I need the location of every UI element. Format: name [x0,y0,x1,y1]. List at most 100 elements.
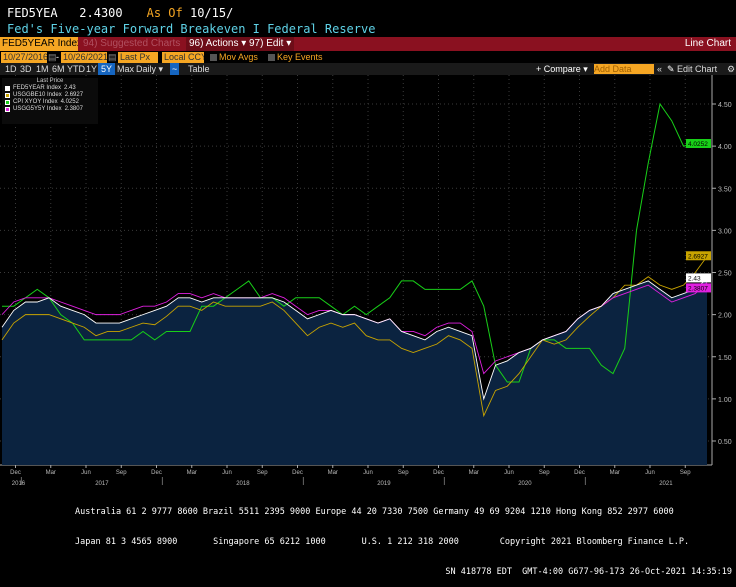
line-chart: 0.50 1.00 1.50 2.00 2.50 3.00 3.50 4.00 4.50 Dec M… [0,75,732,485]
x-tick-label: Jun [222,470,232,476]
legend-title: Last Price [36,78,64,84]
value-tag-label: 2.43 [688,275,701,282]
x-tick-label: Jun [363,470,373,476]
ticker: FED5YEA [7,6,58,20]
x-tick-label: Mar [187,470,197,476]
x-tick-label: Mar [328,470,338,476]
value-tag-label: 2.3807 [688,285,708,292]
controls-row: 10/27/2016 ▤ - 10/26/2021 ▤ Last Px Loca… [1,52,323,63]
x-tick-label: Dec [292,470,303,476]
legend-item: USGG5Y5Y Index 2.3807 [2,106,98,113]
period-1d[interactable]: 1D [5,64,17,74]
x-tick-label: Mar [610,470,620,476]
legend-swatch [5,93,10,98]
y-tick-label: 1.00 [718,397,732,404]
series-line-cpi [2,102,696,383]
legend-swatch [5,107,10,112]
period-5y[interactable]: 5Y [98,63,116,75]
collapse-icon[interactable]: « [657,64,663,74]
x-tick-label: Dec [574,470,585,476]
y-tick-label: 4.50 [718,102,732,109]
value-tag [686,139,711,149]
legend: Last Price FED5YEAR Index 2.43 USGGBE10 In… [2,78,98,124]
frequency-select[interactable]: Daily ▾ [136,64,164,74]
gear-icon[interactable]: ⚙ [727,64,736,74]
x-tick-label: Sep [398,470,409,476]
x-tick-label: Sep [539,470,550,476]
y-tick-label: 2.00 [718,313,732,320]
end-date-input[interactable]: 10/26/2021 [61,52,107,63]
edit-chart-button[interactable]: ✎ Edit Chart [667,64,718,74]
legend-value: 2.43 [64,85,76,91]
mov-avgs-checkbox[interactable] [210,54,217,61]
period-ytd[interactable]: YTD [67,64,85,74]
table-button[interactable]: Table [188,64,210,74]
y-tick-label: 4.00 [718,144,732,151]
period-1y[interactable]: 1Y [86,64,98,74]
edit-menu[interactable]: 97) Edit ▾ [246,37,295,51]
x-tick-label: Jun [504,470,514,476]
compare-button[interactable]: + Compare ▾ [536,64,588,74]
toolbar: FED5YEAR Index 94) Suggested Charts 96) … [0,37,736,51]
period-bar: 1D 3D 1M 6M YTD 1Y 5Y Max Daily ▾ ~ Tabl… [0,63,736,75]
y-tick-label: 0.50 [718,439,732,446]
year-label: 2019 [377,481,391,485]
value-tag-label: 2.6927 [688,253,708,260]
y-tick-label: 3.50 [718,186,732,193]
edit-chart-label: Edit Chart [677,64,718,74]
x-tick-label: Mar [46,470,56,476]
x-tick-label: Dec [151,470,162,476]
x-tick-label: Jun [645,470,655,476]
period-3d[interactable]: 3D [20,64,32,74]
x-tick-label: Sep [257,470,268,476]
as-of-date: 10/15/ [189,6,234,20]
year-label: 2016 [12,481,26,485]
legend-item: FED5YEAR Index 2.43 [2,85,98,92]
legend-name: USGGBE10 Index [13,92,62,98]
key-events-label: Key Events [277,52,323,62]
add-data-input[interactable]: Add Data [594,64,654,74]
legend-name: FED5YEAR Index [13,85,62,91]
key-events-checkbox[interactable] [268,54,275,61]
y-tick-label: 2.50 [718,271,732,278]
field-select[interactable]: Last Px [118,52,158,63]
start-date-input[interactable]: 10/27/2016 [1,52,47,63]
legend-name: CPI XYOY Index [13,99,58,105]
y-tick-label: 1.50 [718,355,732,362]
as-of-label: As Of [146,6,183,20]
currency-select[interactable]: Local CCY [162,52,204,63]
calendar-icon[interactable]: ▤ [48,52,57,62]
chart-view-icon[interactable]: ~ [170,63,180,75]
suggested-charts-button[interactable]: 94) Suggested Charts [83,38,181,49]
year-label: 2017 [95,481,109,485]
value-tag [686,273,711,283]
period-max[interactable]: Max [117,64,135,74]
area-fill-fed5year [2,278,707,465]
legend-item: USGGBE10 Index 2.6927 [2,92,98,99]
actions-menu[interactable]: 96) Actions ▾ [186,37,250,51]
security-title: Fed's Five-year Forward Breakeven I Fede… [7,22,376,36]
footer-line-1: Australia 61 2 9777 8600 Brazil 5511 239… [75,507,674,517]
legend-value: 4.0252 [60,99,79,105]
year-label: 2018 [236,481,250,485]
footer: Australia 61 2 9777 8600 Brazil 5511 239… [0,487,736,587]
value-tag-label: 4.0252 [688,141,708,148]
x-tick-label: Sep [116,470,127,476]
x-tick-label: Sep [680,470,691,476]
y-tick-label: 3.00 [718,228,732,235]
legend-value: 2.6927 [64,92,84,98]
value-tag [686,283,711,293]
period-1m[interactable]: 1M [36,64,49,74]
footer-line-2: Japan 81 3 4565 8900 Singapore 65 6212 1… [75,537,690,547]
last-value: 2.4300 [79,6,123,20]
x-tick-label: Mar [469,470,479,476]
period-6m[interactable]: 6M [52,64,65,74]
security-header: FED5YEA 2.4300 As Of 10/15/ [7,6,233,20]
security-input[interactable]: FED5YEAR Index [0,37,78,51]
legend-name: USGG5Y5Y Index [13,106,62,112]
legend-swatch [5,86,10,91]
footer-line-3: SN 418778 EDT GMT-4:00 G677-96-173 26-Oc… [445,567,732,577]
calendar-icon[interactable]: ▤ [108,52,117,62]
legend-swatch [5,100,10,105]
x-tick-label: Jun [81,470,91,476]
